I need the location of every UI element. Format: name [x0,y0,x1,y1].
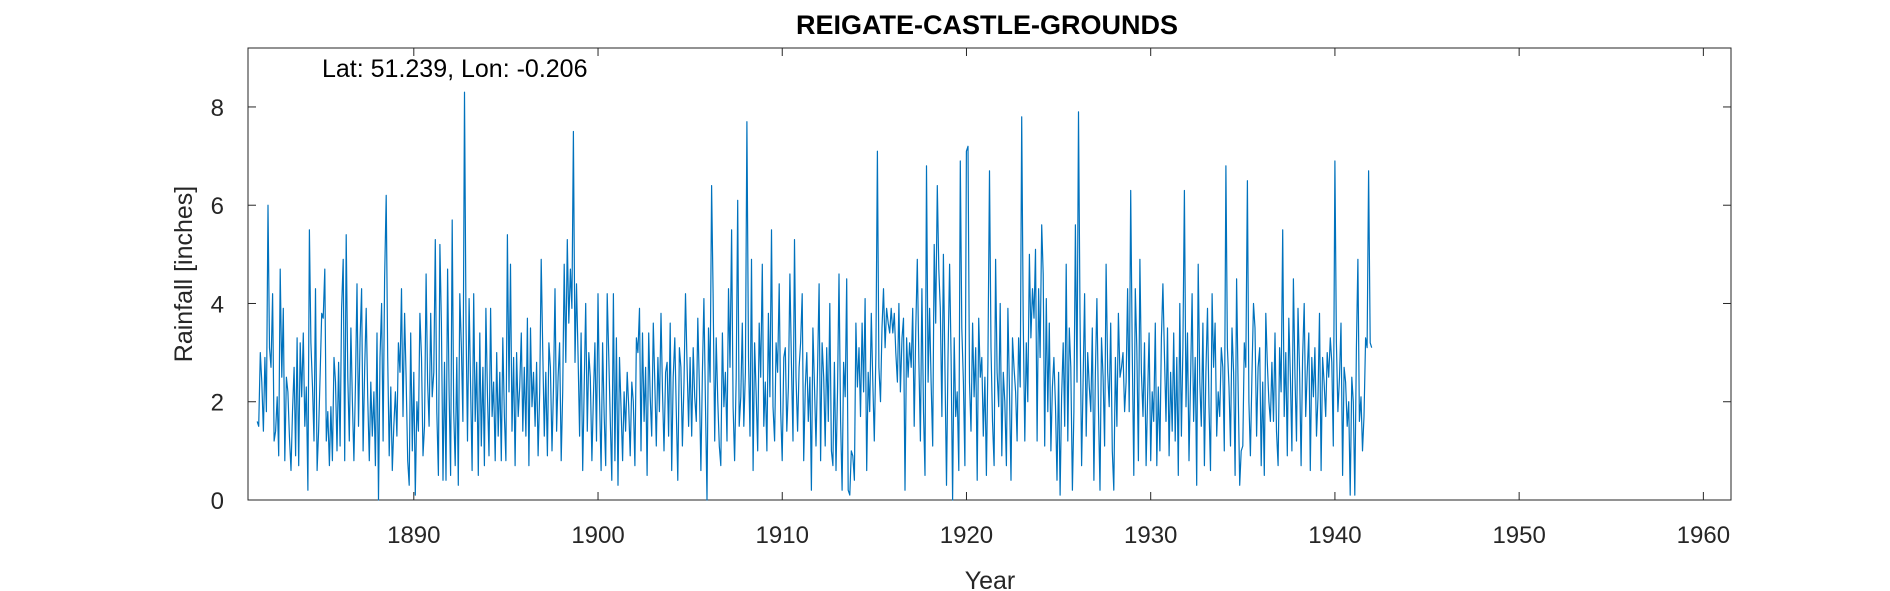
x-axis-label: Year [965,567,1016,591]
y-tick-label: 6 [211,193,224,220]
x-tick-label: 1950 [1492,522,1545,549]
location-annotation: Lat: 51.239, Lon: -0.206 [322,55,588,83]
y-axis-label: Rainfall [inches] [170,186,198,362]
x-tick-label: 1890 [387,522,440,549]
y-tick-label: 4 [211,291,224,318]
chart-title: REIGATE-CASTLE-GROUNDS [796,10,1178,40]
x-axis-ticks: 1890 1900 1910 1920 1930 1940 1950 1960 [387,48,1730,549]
x-tick-label: 1920 [940,522,993,549]
plot-area: 1890 1900 1910 1920 1930 1940 1950 1960 0 2 4 6 8 [211,47,1732,549]
x-tick-label: 1960 [1677,522,1730,549]
x-tick-label: 1930 [1124,522,1177,549]
series-line [256,91,1373,501]
y-tick-label: 8 [211,95,224,122]
x-tick-label: 1940 [1308,522,1361,549]
y-tick-label: 0 [211,488,224,515]
x-tick-label: 1910 [756,522,809,549]
y-tick-label: 2 [211,390,224,417]
y-axis-ticks: 0 2 4 6 8 [211,95,1731,515]
axes-box [247,47,1732,501]
x-tick-label: 1900 [571,522,624,549]
